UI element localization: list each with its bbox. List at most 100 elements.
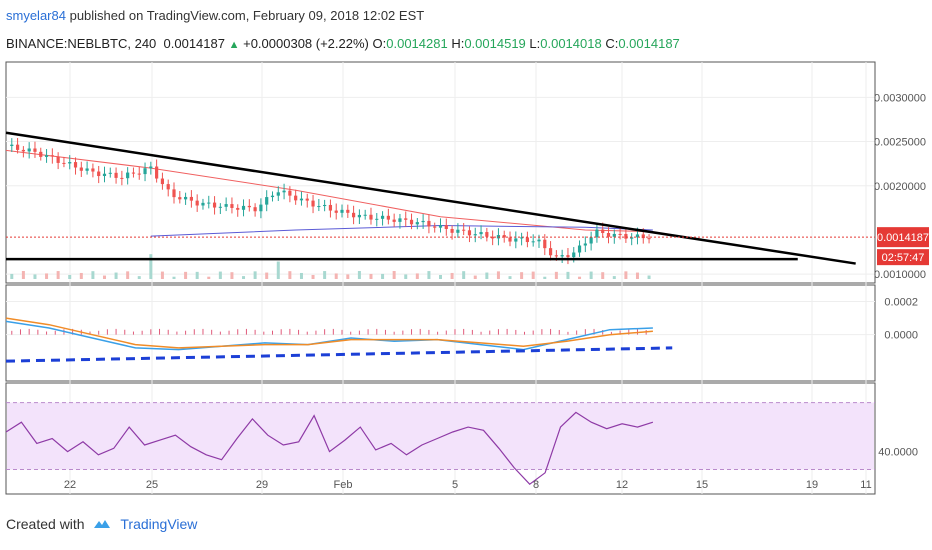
candle-body [346, 209, 350, 213]
candle-body [601, 229, 605, 233]
candle-body [160, 178, 165, 185]
candle-body [624, 233, 628, 239]
macd-line [5, 320, 653, 351]
x-tick-label: 19 [806, 479, 818, 491]
close-value: 0.0014187 [618, 36, 680, 51]
candle-body [259, 204, 263, 212]
volume-bar [126, 271, 130, 279]
tradingview-logo-icon [94, 520, 111, 528]
candle-body [265, 197, 269, 205]
volume-bar [195, 271, 199, 279]
candle-body [21, 149, 25, 152]
x-tick-label: 15 [696, 479, 708, 491]
axes: 22 25 29 Feb 5 8 12 15 19 11 0.0030000 0.0025000 0.0… [64, 92, 929, 491]
volume-bar [473, 275, 477, 279]
candle-body [491, 236, 495, 239]
volume-bar [184, 271, 188, 279]
volume-bar [149, 254, 153, 279]
volume-bar [172, 276, 176, 279]
candle-body [566, 255, 570, 258]
candle-body [114, 172, 118, 178]
candle-body [438, 225, 443, 228]
volume-bar [288, 271, 292, 279]
x-tick-label: 12 [616, 479, 628, 491]
x-tick-label: 8 [533, 479, 539, 491]
x-tick-label: 22 [64, 479, 76, 491]
pane-frame-0 [5, 61, 876, 284]
volume-bar [276, 261, 280, 279]
candle-body [577, 245, 582, 253]
candle-body [189, 196, 193, 201]
volume-bar [485, 272, 489, 279]
signal-line [5, 317, 653, 349]
candle-body [247, 205, 251, 208]
candle-body [427, 220, 431, 227]
candle-body [433, 226, 437, 228]
candle-body [299, 198, 304, 201]
x-tick-label: 5 [452, 479, 458, 491]
rsi-pane[interactable] [5, 402, 875, 485]
candle-body [44, 155, 49, 157]
candle-body [369, 214, 373, 220]
tradingview-brand[interactable]: TradingView [120, 516, 198, 532]
footer: Created with TradingView [6, 516, 197, 532]
volume-bar [520, 272, 524, 279]
candle-body [415, 222, 419, 225]
candle-body [618, 233, 622, 235]
price-change: +0.0000308 (+2.22%) [243, 36, 369, 51]
candle-body [606, 232, 611, 237]
volume-bar [543, 276, 547, 279]
candle-body [340, 209, 344, 213]
candle-body [276, 192, 280, 196]
price-tick-label: 0.0010000 [874, 269, 926, 281]
candle-body [444, 225, 448, 229]
macd-trendline [5, 346, 673, 363]
low-label: L: [529, 36, 541, 51]
macd-pane[interactable] [5, 317, 673, 363]
volume-bar [45, 273, 49, 279]
rsi-line [5, 411, 654, 485]
price-pane[interactable] [5, 131, 875, 279]
candle-body [647, 238, 651, 240]
volume-bar [578, 276, 582, 279]
candle-body [404, 218, 408, 220]
candle-body [554, 255, 558, 257]
volume-bar [381, 273, 385, 279]
volume-bar [427, 271, 431, 279]
volume-bar [218, 271, 222, 279]
volume-bar [346, 274, 350, 279]
candle-body [317, 206, 321, 208]
candle-body [543, 239, 547, 249]
candle-body [537, 239, 541, 242]
last-price: 0.0014187 [163, 36, 225, 51]
current-price-tag [877, 227, 929, 248]
candle-body [514, 238, 518, 242]
candle-body [589, 237, 593, 244]
candle-body [68, 162, 72, 164]
open-label: O: [372, 36, 387, 51]
volume-bar [462, 271, 466, 279]
volume-bar [450, 272, 454, 279]
candle-body [218, 206, 222, 208]
macd-tick-label: 0.0000 [884, 330, 918, 342]
volume-bar [439, 274, 442, 279]
timer-tag [877, 249, 929, 266]
price-tick-label: 0.0025000 [874, 137, 926, 149]
candle-body [641, 234, 645, 239]
current-price-tag-label: 0.0014187 [877, 232, 929, 244]
volume-bar [508, 276, 512, 279]
low-value: 0.0014018 [540, 36, 602, 51]
high-value: 0.0014519 [464, 36, 526, 51]
volume-bar [10, 273, 14, 279]
candle-body [50, 155, 54, 157]
candle-body [178, 197, 182, 200]
close-label: C: [605, 36, 619, 51]
volume-bar [114, 272, 118, 279]
candle-body [207, 202, 211, 204]
author-link[interactable]: smyelar84 [6, 8, 66, 23]
candle-body [91, 168, 95, 172]
candle-body [230, 204, 234, 208]
volume-bar [21, 271, 25, 279]
volume-bar [496, 271, 500, 279]
